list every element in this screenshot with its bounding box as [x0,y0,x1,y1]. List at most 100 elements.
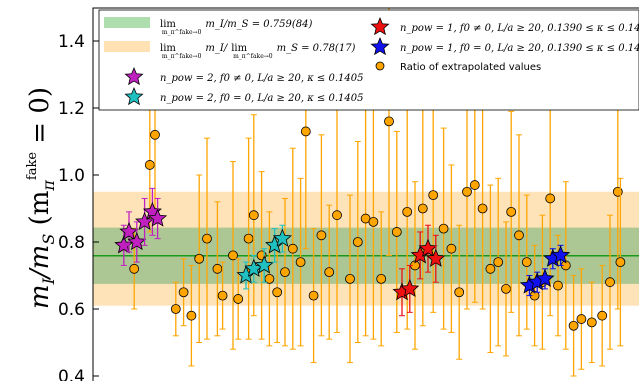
data-point-circle [233,294,244,304]
legend-marker-cyan-star [124,86,144,106]
data-point-circle [295,257,306,268]
data-point-circle [300,126,311,137]
data-point-circle [228,250,238,261]
legend-marker-magenta-star [124,66,144,86]
legend: lim m_π^fake→0m_I/m_S = 0.759(84) lim m_π^… [98,9,639,111]
data-point-star [272,228,292,247]
data-point-circle [384,116,394,127]
data-point-star [418,238,438,257]
data-point-circle [170,304,181,314]
data-point-circle [376,273,387,284]
data-point-circle [576,314,587,324]
data-point-star [127,231,147,251]
data-point-circle [477,203,488,214]
data-point-circle [417,203,428,214]
data-point-circle [352,237,363,247]
y-tick-label: 0.8 [58,233,85,253]
data-point-circle [506,206,517,217]
data-point-circle [521,257,532,268]
data-point-circle [514,230,524,241]
legend-label-cyan: n_pow = 2, f0 = 0, L/a ≥ 20, κ ≤ 0.1405 [160,93,363,104]
series-4 [519,244,571,297]
data-point-star [426,248,446,267]
data-point-star [119,221,139,241]
legend-star-icon [370,16,390,36]
legend-swatch-band1 [104,17,150,28]
legend-box [98,9,639,111]
data-point-circle [217,290,228,301]
data-point-circle [615,257,626,268]
data-point-circle [272,287,283,298]
plot-area [93,8,639,377]
data-point-circle [438,223,449,234]
data-point-circle [597,310,608,321]
data-point-circle [605,277,615,288]
legend-star-icon [124,66,144,86]
data-point-circle [446,243,457,254]
data-point-circle [248,210,259,221]
data-point-circle [391,227,402,237]
y-axis: 0.4 0.6 0.8 1.0 1.2 1.4 [58,32,99,381]
data-point-circle [345,273,355,284]
data-point-star [254,255,274,274]
data-point-circle [332,210,342,221]
data-point-circle [308,290,319,301]
legend-marker-blue-star [370,36,390,56]
legend-star-icon [124,86,144,106]
data-point-circle [212,263,223,274]
data-point-circle [485,263,496,274]
data-point-circle [324,267,335,278]
data-point-circle [129,263,140,274]
data-point-circle [194,253,205,264]
data-point-star [148,208,168,227]
data-point-circle [178,287,189,298]
data-point-circle [264,273,275,284]
y-axis-label: mI/mS (mπfake = 0) [25,87,58,309]
data-point-circle [150,129,160,140]
legend-label-red: n_pow = 1, f0 ≠ 0, L/a ≥ 20, 0.1390 ≤ κ … [400,23,639,34]
data-point-circle [186,310,197,321]
data-point-circle [287,243,298,254]
y-tick-label: 1.4 [58,32,85,52]
data-point-circle [202,233,212,244]
data-point-circle [545,193,556,204]
series-3 [392,224,446,317]
data-point-circle [280,267,290,278]
legend-swatch-band2 [104,41,150,52]
series-2 [236,224,292,290]
legend-marker-orange-circle [375,61,385,71]
y-tick-label: 0.6 [58,300,85,320]
legend-marker-red-star [370,16,390,36]
data-point-star [114,235,134,254]
y-tick-label: 0.4 [58,367,85,381]
legend-label-magenta: n_pow = 2, f0 ≠ 0, L/a ≥ 20, κ ≤ 0.1405 [160,73,363,84]
legend-label-band2: lim m_π^fake→0m_I/lim m_π^fake→0m_S = 0.78… [160,43,356,60]
data-point-circle [501,283,511,294]
svg-text:mI/mS (mπfake = 0): mI/mS (mπfake = 0) [25,87,58,309]
data-point-circle [428,190,439,201]
data-point-circle [586,317,597,328]
data-point-circle [368,216,379,227]
legend-label-blue: n_pow = 1, f0 = 0, L/a ≥ 20, 0.1390 ≤ κ … [400,43,639,54]
data-point-circle [469,180,480,190]
data-point-circle [462,186,472,197]
data-point-circle [568,320,579,331]
data-point-circle [402,206,413,217]
legend-label-ratio: Ratio of extrapolated values [400,62,541,73]
y-tick-label: 1.0 [58,166,85,186]
data-point-circle [316,230,327,241]
data-point-circle [553,280,563,291]
y-tick-label: 1.2 [58,99,85,119]
data-point-star [135,211,155,231]
data-point-circle [493,257,504,268]
legend-star-icon [370,36,390,56]
data-point-circle [144,160,155,170]
data-point-circle [454,287,465,298]
data-point-star [535,268,555,287]
data-point-star [551,245,571,264]
plot-frame [92,7,639,381]
series-1 [114,187,168,266]
data-point-star [400,278,420,298]
data-point-circle [243,233,254,244]
